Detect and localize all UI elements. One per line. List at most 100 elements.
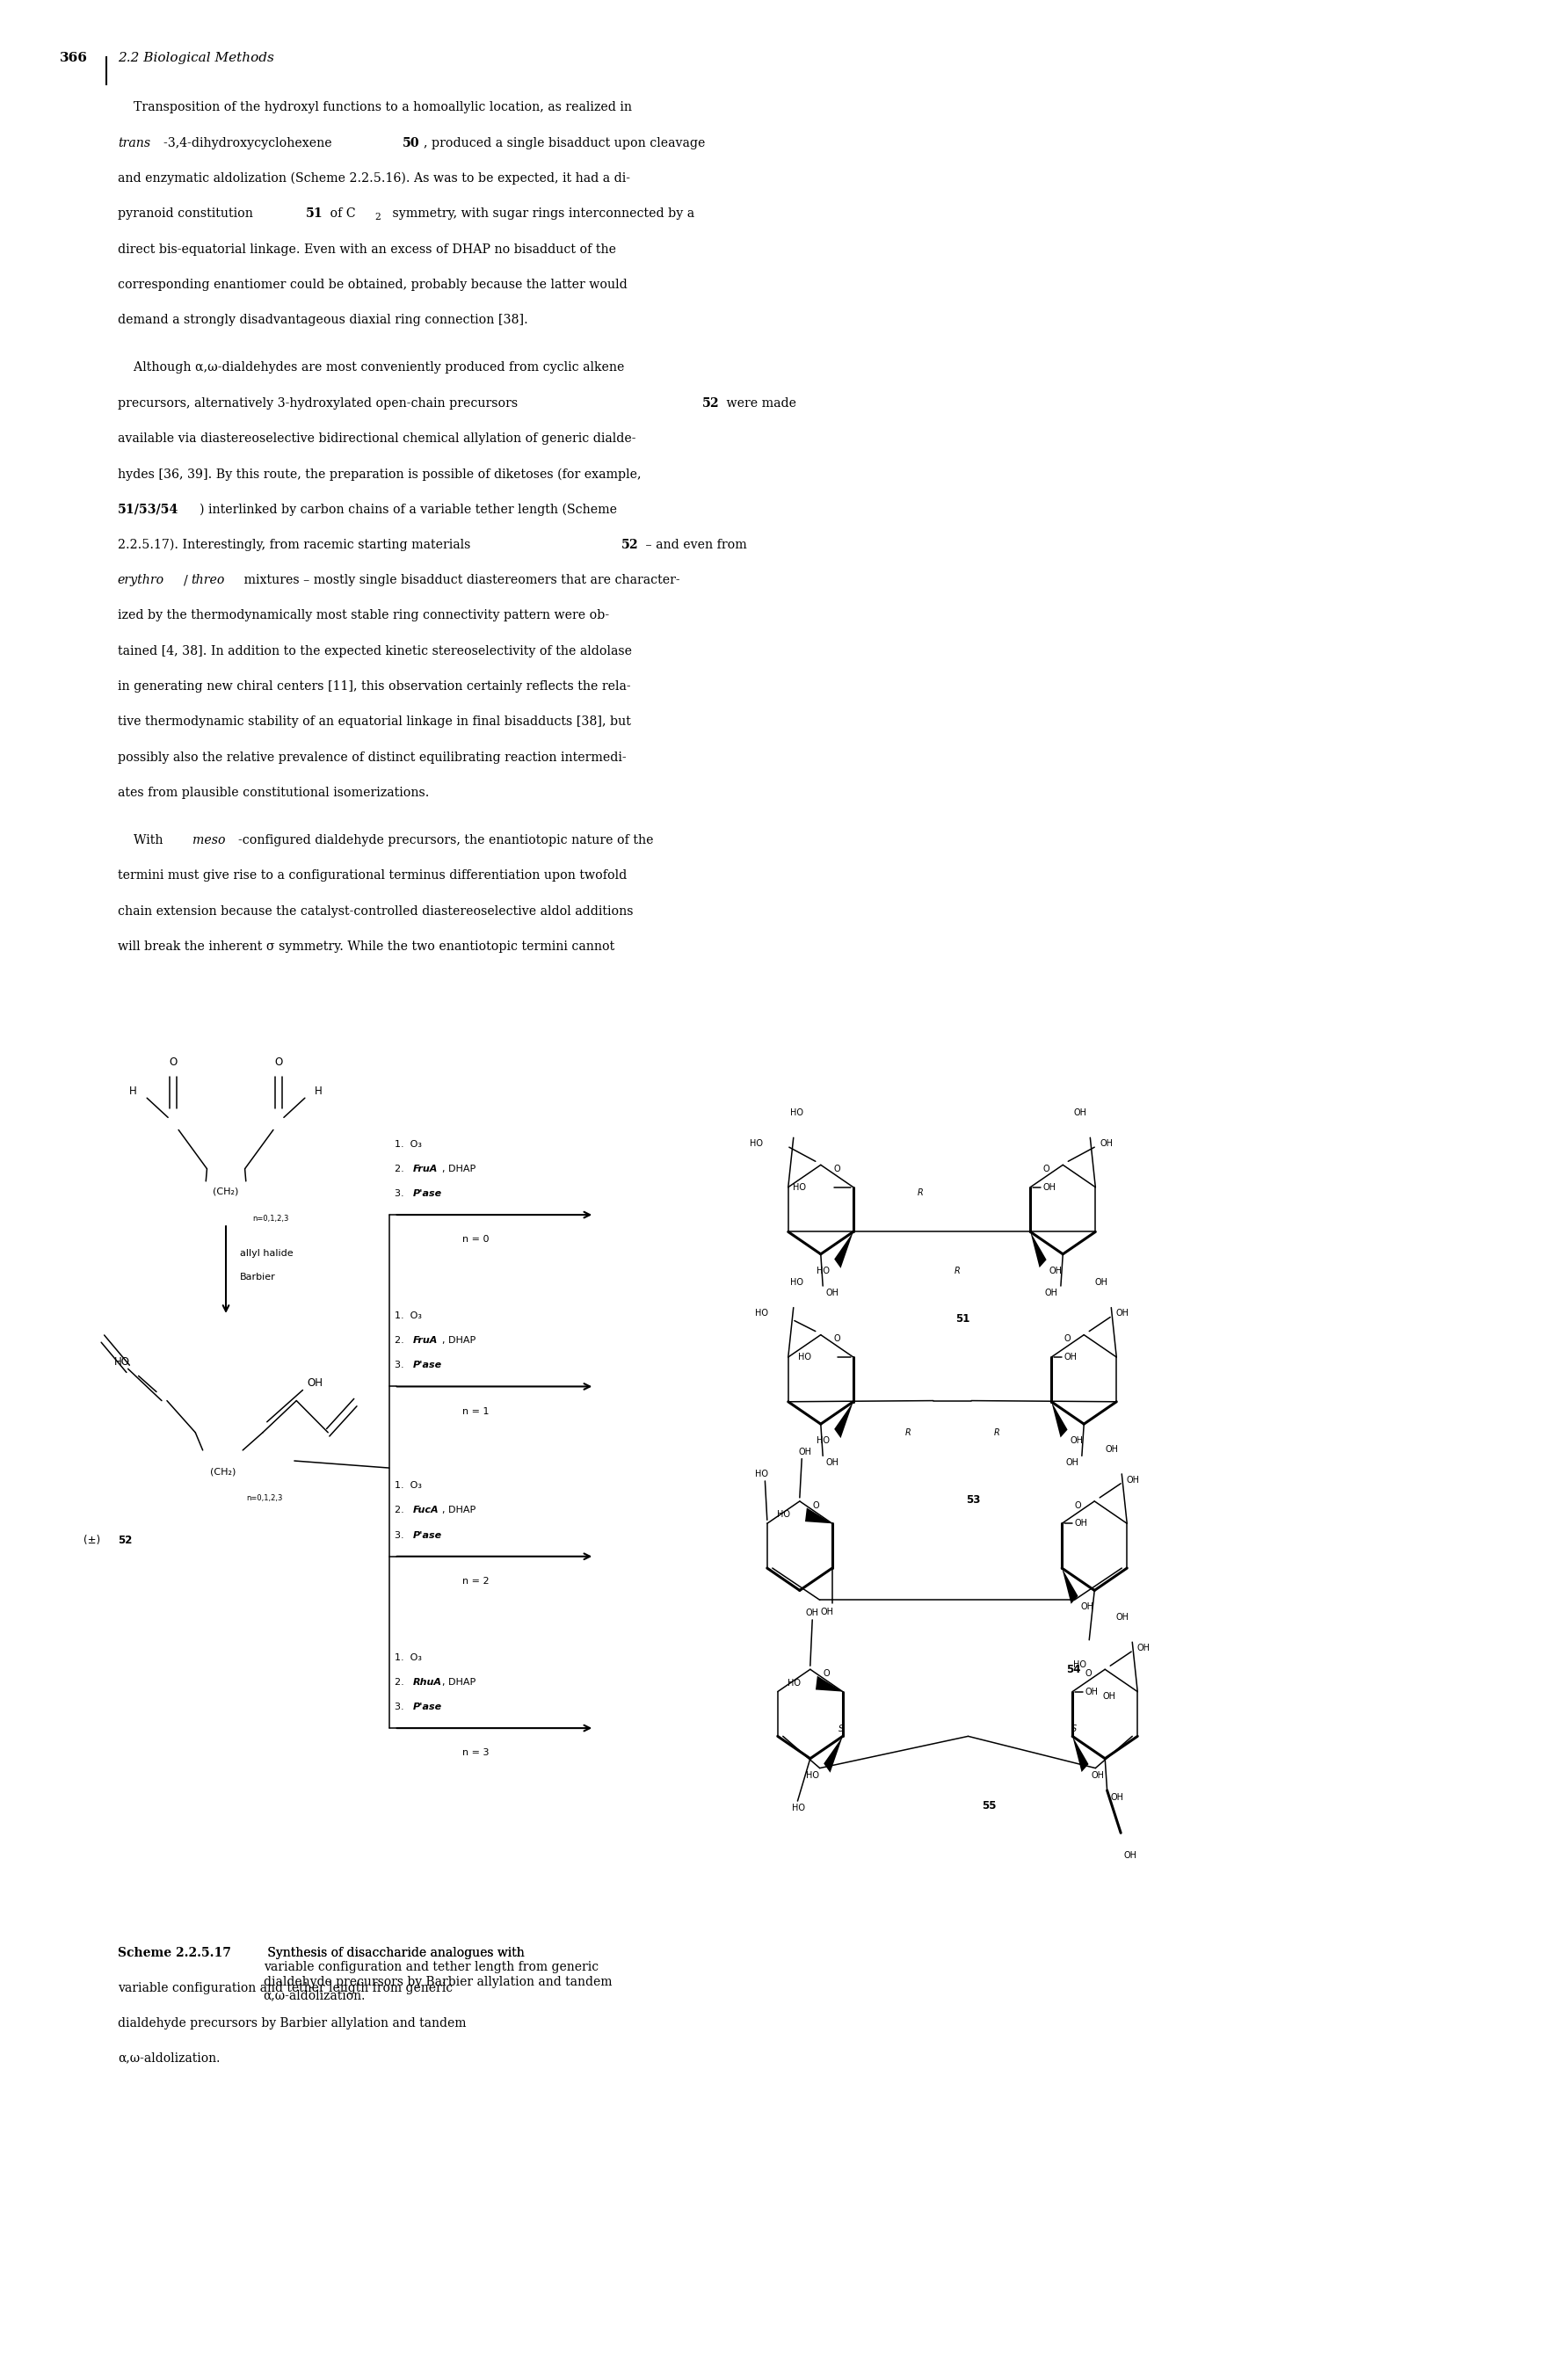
Text: 3.: 3. [395,1189,406,1199]
Text: OH: OH [826,1289,839,1298]
Text: HO: HO [798,1352,811,1362]
Text: OH: OH [1099,1140,1113,1147]
Text: 2.: 2. [395,1678,406,1687]
Text: 54: 54 [1066,1664,1080,1676]
Text: mixtures – mostly single bisadduct diastereomers that are character-: mixtures – mostly single bisadduct diast… [240,573,681,585]
Text: OH: OH [1115,1310,1129,1317]
Text: HO: HO [793,1182,806,1192]
Polygon shape [1030,1232,1046,1267]
Text: O: O [1043,1163,1051,1173]
Text: O: O [169,1057,177,1069]
Text: OH: OH [1080,1602,1094,1612]
Text: OH: OH [1049,1267,1063,1274]
Text: n=0,1,2,3: n=0,1,2,3 [246,1494,282,1501]
Text: OH: OH [1044,1289,1057,1298]
Text: termini must give rise to a configurational terminus differentiation upon twofol: termini must give rise to a configuratio… [118,871,627,883]
Text: trans: trans [118,137,151,149]
Text: n=0,1,2,3: n=0,1,2,3 [252,1215,289,1222]
Text: , DHAP: , DHAP [442,1678,475,1687]
Polygon shape [1062,1567,1079,1605]
Text: n = 0: n = 0 [463,1234,489,1244]
Text: P'ase: P'ase [414,1362,442,1369]
Text: FruA: FruA [414,1336,437,1345]
Text: Barbier: Barbier [240,1272,276,1281]
Text: OH: OH [1110,1794,1123,1803]
Text: HO: HO [787,1678,801,1687]
Text: P'ase: P'ase [414,1532,442,1539]
Text: HO: HO [750,1140,764,1147]
Text: S: S [1071,1725,1077,1735]
Text: ) interlinked by carbon chains of a variable tether length (Scheme: ) interlinked by carbon chains of a vari… [199,503,616,517]
Text: 1.  O₃: 1. O₃ [395,1140,422,1149]
Text: /: / [183,573,188,585]
Text: P'ase: P'ase [414,1702,442,1711]
Text: tained [4, 38]. In addition to the expected kinetic stereoselectivity of the ald: tained [4, 38]. In addition to the expec… [118,644,632,656]
Text: and enzymatic aldolization (Scheme 2.2.5.16). As was to be expected, it had a di: and enzymatic aldolization (Scheme 2.2.5… [118,172,630,184]
Text: HO: HO [776,1510,790,1520]
Text: in generating new chiral centers [11], this observation certainly reflects the r: in generating new chiral centers [11], t… [118,680,630,691]
Text: R: R [905,1428,911,1437]
Text: H: H [130,1086,136,1097]
Text: OH: OH [1102,1692,1116,1702]
Text: O: O [823,1669,829,1678]
Text: O: O [834,1163,840,1173]
Text: Synthesis of disaccharide analogues with: Synthesis of disaccharide analogues with [263,1947,524,1959]
Text: H: H [315,1086,323,1097]
Text: 1.  O₃: 1. O₃ [395,1652,422,1661]
Text: Although α,ω-dialdehydes are most conveniently produced from cyclic alkene: Although α,ω-dialdehydes are most conven… [118,361,624,373]
Text: α,ω-aldolization.: α,ω-aldolization. [118,2051,220,2065]
Text: OH: OH [1126,1475,1140,1484]
Text: available via diastereoselective bidirectional chemical allylation of generic di: available via diastereoselective bidirec… [118,432,635,444]
Text: 2.: 2. [395,1163,406,1173]
Text: R: R [955,1267,961,1274]
Text: meso: meso [193,835,226,847]
Text: precursors, alternatively 3-hydroxylated open-chain precursors: precursors, alternatively 3-hydroxylated… [118,396,522,408]
Text: HO: HO [817,1267,829,1274]
Text: O: O [1074,1501,1082,1510]
Text: 2.2.5.17). Interestingly, from racemic starting materials: 2.2.5.17). Interestingly, from racemic s… [118,538,475,552]
Text: RhuA: RhuA [414,1678,442,1687]
Text: n = 1: n = 1 [463,1407,489,1416]
Text: OH: OH [307,1378,323,1388]
Text: HO: HO [806,1770,820,1779]
Text: possibly also the relative prevalence of distinct equilibrating reaction interme: possibly also the relative prevalence of… [118,750,626,762]
Text: 2.: 2. [395,1506,406,1515]
Text: HO: HO [756,1470,768,1477]
Text: corresponding enantiomer could be obtained, probably because the latter would: corresponding enantiomer could be obtain… [118,278,627,290]
Text: 1.  O₃: 1. O₃ [395,1482,422,1489]
Text: OH: OH [1043,1182,1057,1192]
Text: -3,4-dihydroxycyclohexene: -3,4-dihydroxycyclohexene [163,137,336,149]
Text: O: O [1085,1669,1091,1678]
Text: 3.: 3. [395,1532,406,1539]
Text: (CH₂): (CH₂) [213,1187,238,1197]
Text: erythro: erythro [118,573,165,585]
Text: R: R [994,1428,999,1437]
Text: P'ase: P'ase [414,1189,442,1199]
Text: 3.: 3. [395,1702,406,1711]
Text: HO: HO [817,1437,829,1444]
Text: , DHAP: , DHAP [442,1506,475,1515]
Text: O: O [834,1333,840,1343]
Text: HO: HO [754,1310,768,1317]
Text: OH: OH [1085,1687,1098,1697]
Text: 1.  O₃: 1. O₃ [395,1312,422,1319]
Text: OH: OH [1071,1437,1083,1444]
Polygon shape [834,1232,853,1267]
Text: OH: OH [806,1607,818,1617]
Text: O: O [1065,1333,1071,1343]
Text: pyranoid constitution: pyranoid constitution [118,208,257,219]
Text: variable configuration and tether length from generic: variable configuration and tether length… [118,1982,453,1994]
Text: of C: of C [326,208,356,219]
Text: OH: OH [1137,1643,1149,1652]
Text: 51: 51 [955,1315,971,1324]
Text: HO: HO [790,1279,803,1286]
Text: 2: 2 [375,212,381,222]
Text: 55: 55 [982,1801,996,1812]
Text: ates from plausible constitutional isomerizations.: ates from plausible constitutional isome… [118,786,430,798]
Text: HO: HO [1073,1661,1087,1669]
Text: Transposition of the hydroxyl functions to a homoallylic location, as realized i: Transposition of the hydroxyl functions … [118,101,632,113]
Text: chain extension because the catalyst-controlled diastereoselective aldol additio: chain extension because the catalyst-con… [118,906,633,918]
Polygon shape [815,1676,842,1692]
Text: dialdehyde precursors by Barbier allylation and tandem: dialdehyde precursors by Barbier allylat… [118,2018,466,2030]
Text: (±): (±) [83,1534,100,1546]
